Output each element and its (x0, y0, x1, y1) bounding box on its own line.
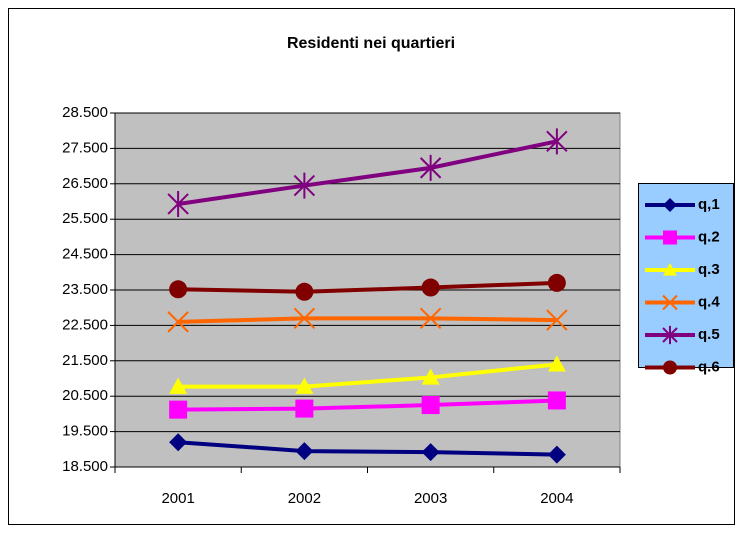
legend-label: q.6 (698, 358, 720, 375)
data-point (419, 307, 442, 330)
data-point (295, 399, 314, 418)
data-point (547, 273, 566, 292)
data-point (546, 128, 568, 155)
y-tick-label: 27.500 (62, 139, 108, 156)
legend-marker (662, 294, 678, 311)
chart-title: Residenti nei quartieri (287, 35, 455, 52)
y-tick-label: 20.500 (62, 387, 108, 404)
data-point (169, 400, 188, 419)
data-point (421, 443, 440, 462)
legend-marker (663, 230, 677, 245)
data-point (167, 311, 189, 333)
data-point (547, 445, 566, 464)
legend-label: q.5 (698, 326, 720, 343)
data-point (421, 278, 440, 297)
legend-label: q.4 (698, 293, 720, 310)
data-point (169, 433, 188, 452)
y-tick-label: 21.500 (62, 352, 108, 369)
data-point (169, 280, 188, 299)
data-point (546, 309, 568, 331)
data-point (421, 368, 440, 385)
x-tick-label: 2001 (161, 490, 194, 507)
data-point (293, 307, 316, 330)
y-tick-label: 19.500 (62, 423, 108, 440)
x-tick-label: 2002 (288, 490, 321, 507)
y-tick-label: 18.500 (62, 458, 108, 475)
data-point (295, 282, 314, 301)
data-point (167, 190, 189, 217)
data-point (295, 377, 314, 394)
y-tick-label: 26.500 (62, 175, 108, 192)
x-tick-label: 2003 (414, 490, 447, 507)
y-tick-label: 24.500 (62, 246, 108, 263)
y-tick-label: 28.500 (62, 104, 108, 121)
y-tick-label: 23.500 (62, 281, 108, 298)
legend-marker (663, 263, 677, 276)
legend-label: q.2 (698, 228, 720, 245)
legend-marker (662, 325, 678, 345)
series-line (177, 139, 558, 206)
data-point (419, 154, 442, 181)
legend-marker (663, 360, 677, 375)
data-point (547, 391, 566, 410)
y-tick-label: 25.500 (62, 210, 108, 227)
data-point (169, 377, 188, 394)
data-point (421, 396, 440, 415)
y-tick-label: 22.500 (62, 316, 108, 333)
series-line (178, 316, 557, 324)
legend-label: q,1 (698, 196, 720, 213)
series-line (177, 440, 557, 457)
series-line (178, 280, 557, 294)
legend-marker (663, 198, 677, 212)
data-point (547, 355, 566, 372)
series-line (178, 362, 558, 389)
data-point (295, 442, 314, 461)
legend-label: q.3 (698, 261, 720, 278)
series-line (178, 398, 557, 412)
data-point (293, 172, 316, 199)
x-tick-label: 2004 (540, 490, 573, 507)
